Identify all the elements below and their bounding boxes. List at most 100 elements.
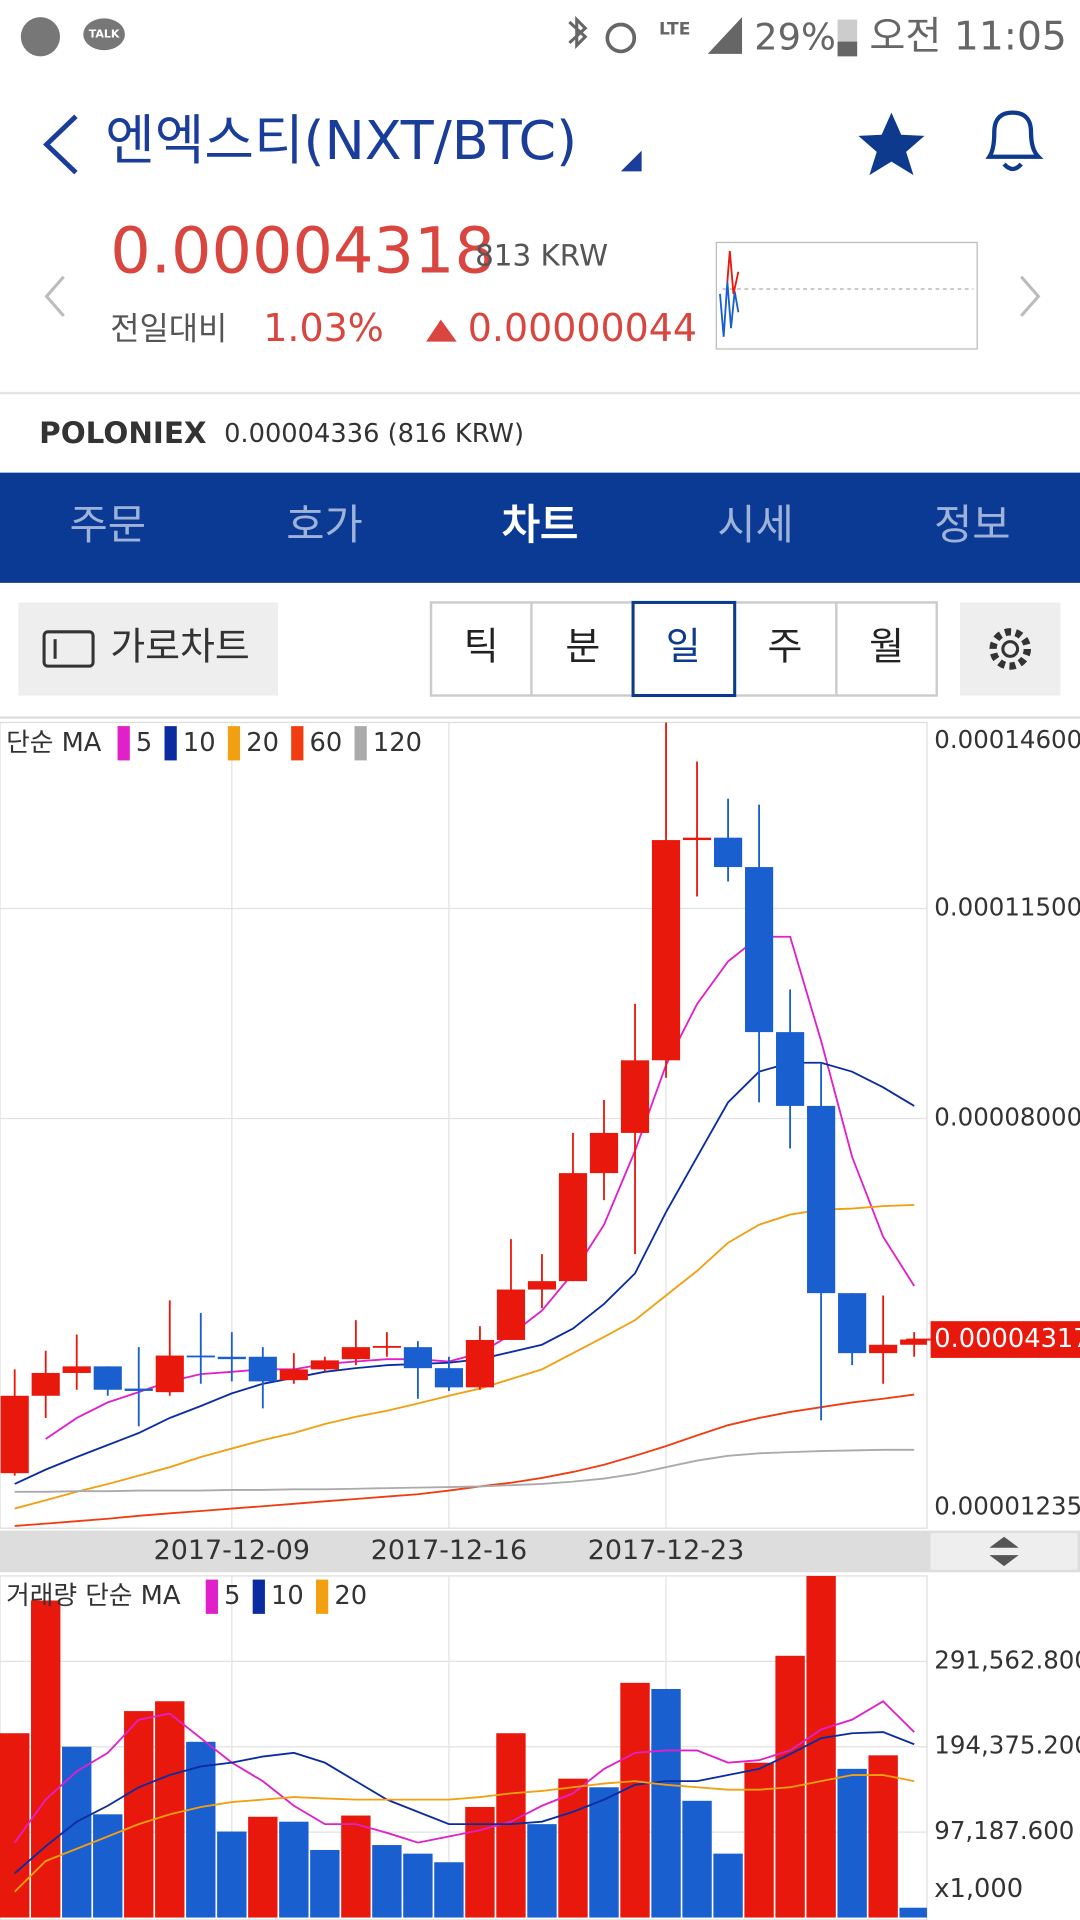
settings-button[interactable] <box>960 602 1061 696</box>
legend-label: 10 <box>183 728 216 758</box>
date-strip <box>0 1530 1080 1573</box>
volume-bar <box>403 1853 433 1918</box>
candle-body <box>341 1347 370 1360</box>
tab[interactable]: 정보 <box>934 500 1011 549</box>
legend-swatch <box>164 726 177 761</box>
mini-chart-line <box>719 281 740 337</box>
tab[interactable]: 호가 <box>286 500 363 549</box>
volume-marks <box>0 1575 927 1918</box>
ma-line <box>13 1700 915 1844</box>
battery-level <box>837 41 858 57</box>
volume-bar <box>186 1741 216 1918</box>
period[interactable]: 분 <box>565 624 600 668</box>
next-arrow[interactable] <box>1020 275 1041 317</box>
candle-body <box>62 1366 91 1373</box>
candle-body <box>155 1355 184 1393</box>
title-dropdown[interactable] <box>620 150 642 172</box>
volume-bar <box>713 1853 743 1918</box>
current-price-label: 0.00004317 <box>934 1324 1080 1354</box>
candle-body <box>838 1293 867 1354</box>
volume-bar <box>155 1701 185 1918</box>
volume-bar <box>837 1768 867 1918</box>
exchange-price: 0.00004336 (816 KRW) <box>224 419 524 449</box>
volume-bar <box>589 1787 619 1918</box>
legend-swatch <box>354 726 367 761</box>
x-tick-label: 2017-12-09 <box>154 1535 310 1566</box>
tab[interactable]: 시세 <box>717 500 794 549</box>
candle-body <box>589 1132 619 1174</box>
favorite-star[interactable] <box>858 112 925 176</box>
status-bar: TALK LTE 29% 오전 11:05 <box>20 15 1067 60</box>
mini-chart-line <box>726 250 740 295</box>
prev-arrow[interactable] <box>44 275 65 317</box>
y-tick-label: 0.00014600 <box>934 725 1080 754</box>
settings-gear-center <box>1001 640 1020 658</box>
change-abs: 0.00000044 <box>468 306 697 350</box>
candle-body <box>527 1281 557 1290</box>
candle-body <box>186 1355 215 1358</box>
y-tick-label: 97,187.600 <box>934 1816 1074 1845</box>
ma-line <box>14 1448 915 1493</box>
candle-body <box>807 1105 836 1294</box>
volume-bar <box>124 1711 154 1918</box>
volume-bar <box>310 1849 340 1918</box>
landscape-button[interactable] <box>18 602 278 696</box>
talk-label: TALK <box>89 27 120 40</box>
legend-swatch <box>316 1579 329 1614</box>
volume-bar <box>31 1600 61 1918</box>
volume-bar <box>651 1688 681 1918</box>
settings-gear <box>989 628 1032 670</box>
candle-body <box>372 1345 401 1348</box>
candle-body <box>434 1368 464 1388</box>
candle-body <box>651 840 681 1061</box>
period-selected <box>631 600 737 698</box>
title: 엔엑스티(NXT/BTC) <box>105 109 577 172</box>
tab[interactable]: 주문 <box>69 500 146 549</box>
volume-bar <box>620 1682 650 1918</box>
volume-bar <box>868 1755 898 1918</box>
volume-bar <box>527 1824 557 1918</box>
period[interactable]: 월 <box>869 624 904 668</box>
period[interactable]: 틱 <box>464 624 499 668</box>
back-button[interactable] <box>42 114 78 175</box>
ma-line <box>14 1203 915 1510</box>
y-tick-label: 0.00011500 <box>934 892 1080 921</box>
period-active[interactable]: 일 <box>666 624 701 668</box>
battery-percent: 29% <box>754 16 836 59</box>
candle-body <box>558 1173 588 1282</box>
volume-bar <box>93 1814 123 1918</box>
tab-bar <box>0 472 1080 583</box>
network-label: LTE <box>659 19 690 39</box>
price-krw: 813 KRW <box>475 239 608 273</box>
legend-title: 단순 MA <box>6 728 102 758</box>
price-plot <box>0 721 928 1529</box>
period[interactable]: 주 <box>767 624 802 668</box>
candle-body <box>31 1372 60 1396</box>
volume-bar <box>0 1733 30 1918</box>
candle-body <box>279 1369 308 1381</box>
candle-body <box>124 1388 153 1391</box>
resize-arrows <box>989 1536 1019 1567</box>
volume-bar <box>744 1762 774 1918</box>
y-tick-label: 194,375.200 <box>934 1731 1080 1760</box>
candle-body <box>745 867 774 1033</box>
legend-label: 20 <box>334 1581 367 1611</box>
volume-bar <box>372 1845 402 1918</box>
volume-bar <box>279 1821 309 1918</box>
exchange-name: POLONIEX <box>39 416 207 450</box>
candle-body <box>776 1032 805 1106</box>
alert-bell[interactable] <box>985 110 1044 172</box>
candle-body <box>869 1344 898 1354</box>
volume-bar <box>806 1575 836 1918</box>
candle-body <box>217 1356 246 1360</box>
uplus-icon <box>20 17 60 57</box>
volume-bar <box>217 1831 247 1918</box>
candle-body <box>248 1356 277 1382</box>
clock: 오전 11:05 <box>869 15 1066 60</box>
alarm-icon <box>605 22 637 54</box>
change-label: 전일대비 <box>110 310 227 348</box>
price-marks <box>0 722 927 1527</box>
tab-active[interactable]: 차트 <box>502 500 579 549</box>
legend-label: 10 <box>271 1581 304 1611</box>
